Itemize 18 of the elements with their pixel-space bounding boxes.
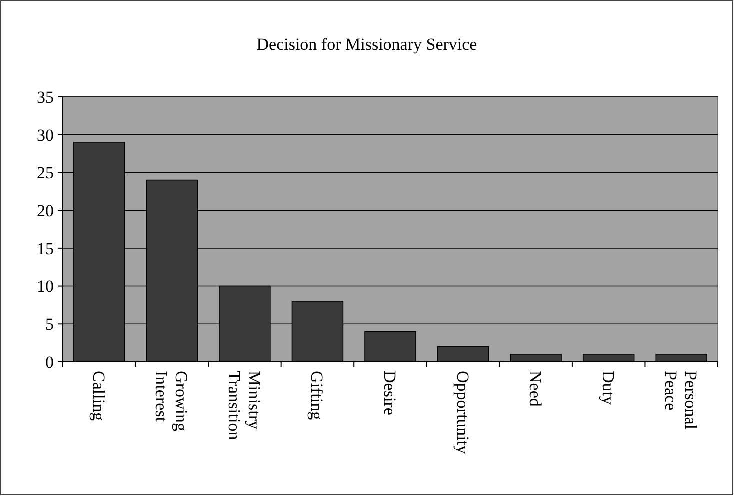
- y-tick-label: 0: [46, 352, 54, 372]
- x-tick-label: Growing Interest: [152, 371, 192, 432]
- y-tick-label: 20: [37, 202, 54, 221]
- x-tick-label: Personal Peace: [662, 371, 702, 430]
- x-tick-label: Desire: [381, 371, 400, 416]
- x-tick-label: Gifting: [308, 371, 328, 421]
- x-tick-label: Opportunity: [454, 371, 473, 455]
- y-tick-label: 10: [37, 277, 54, 296]
- x-tick-label: Ministry Transition: [225, 371, 264, 441]
- chart-title: Decision for Missionary Service: [256, 35, 478, 54]
- x-tick-label: Calling: [90, 371, 109, 422]
- y-tick-label: 30: [37, 126, 54, 145]
- y-tick-label: 15: [37, 239, 54, 258]
- x-tick-label: Need: [526, 371, 546, 408]
- y-tick-label: 25: [37, 164, 54, 183]
- y-tick-label: 35: [37, 88, 54, 107]
- y-tick-label: 5: [46, 315, 54, 334]
- x-tick-label: Duty: [599, 371, 618, 406]
